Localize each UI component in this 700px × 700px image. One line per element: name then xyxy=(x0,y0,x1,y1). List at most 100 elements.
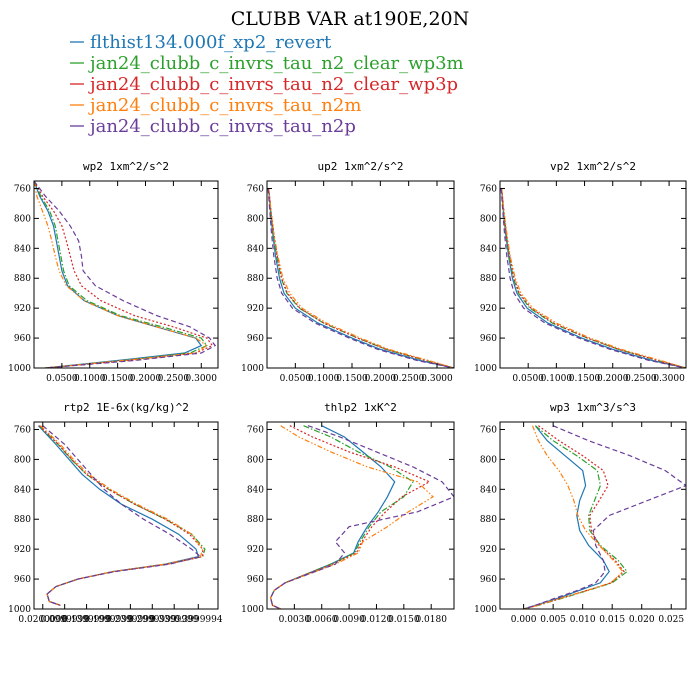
y-tick-label: 880 xyxy=(480,274,497,284)
x-tick-label: 0.3000 xyxy=(421,374,453,384)
legend-label: jan24_clubb_c_invrs_tau_n2_clear_wp3m xyxy=(88,53,464,74)
x-tick-label: 0.1500 xyxy=(569,374,601,384)
panel-title: vp2 1xm^2/s^2 xyxy=(550,160,636,173)
legend-label: jan24_clubb_c_invrs_tau_n2_clear_wp3p xyxy=(88,74,458,95)
y-tick-label: 880 xyxy=(247,515,264,525)
panel-3: vp2 1xm^2/s^2 760 800 840 880 920 960 1000 0.050… xyxy=(474,160,687,384)
x-tick-label: 0.0999999 xyxy=(40,615,89,625)
x-tick-label: 0.0500 xyxy=(46,374,78,384)
y-tick-label: 760 xyxy=(14,425,31,435)
legend-label: jan24_clubb_c_invrs_tau_n2p xyxy=(88,116,356,137)
y-tick-label: 800 xyxy=(480,214,497,224)
x-tick-label: 0.025 xyxy=(658,615,684,625)
series-line-jan24-clubb-c-invrs-tau-n2m xyxy=(269,425,434,609)
y-tick-label: 760 xyxy=(247,425,264,435)
legend-label: jan24_clubb_c_invrs_tau_n2m xyxy=(88,95,361,116)
panel-title: wp3 1xm^3/s^3 xyxy=(550,401,636,414)
x-tick-label: 0.015 xyxy=(599,615,625,625)
x-tick-label: 0.1500 xyxy=(102,374,134,384)
x-tick-label: 0.0500 xyxy=(512,374,544,384)
plot-frame xyxy=(266,421,455,610)
plot-frame xyxy=(499,180,687,369)
series-line-jan24-clubb-c-invrs-tau-n2m xyxy=(268,188,454,368)
y-tick-label: 960 xyxy=(247,334,264,344)
x-tick-label: 0.000 xyxy=(511,615,537,625)
x-tick-label: 0.1999999 xyxy=(84,615,133,625)
x-tick-label: 0.0120 xyxy=(361,615,393,625)
y-tick-label: 960 xyxy=(480,575,497,585)
panel-6: wp3 1xm^3/s^3 760 800 840 880 920 960 1000 0.000… xyxy=(474,401,687,625)
y-tick-label: 1000 xyxy=(241,364,264,374)
legend-item-jan24-clubb-c-invrs-tau-n2-clear-wp3p: jan24_clubb_c_invrs_tau_n2_clear_wp3p xyxy=(70,74,458,95)
x-tick-label: 0.2000 xyxy=(365,374,397,384)
x-tick-label: 0.1000 xyxy=(308,374,340,384)
series-line-flthist134-000f-xp2-revert xyxy=(34,181,203,368)
series-line-flthist134-000f-xp2-revert xyxy=(523,425,610,609)
panels: wp2 1xm^2/s^2 760 800 840 880 920 960 1000 0.050… xyxy=(8,160,687,625)
legend-item-jan24-clubb-c-invrs-tau-n2m: jan24_clubb_c_invrs_tau_n2m xyxy=(70,95,361,116)
panel-title: up2 1xm^2/s^2 xyxy=(317,160,403,173)
x-tick-label: 0.2999999 xyxy=(128,615,177,625)
panel-4: rtp2 1E-6x(kg/kg)^2 760 800 840 880 920 960 100… xyxy=(8,401,223,625)
y-tick-label: 800 xyxy=(480,455,497,465)
y-tick-label: 880 xyxy=(247,274,264,284)
series-line-jan24-clubb-c-invrs-tau-n2-clear-wp3p xyxy=(501,188,686,368)
x-tick-label: 0.0180 xyxy=(415,615,447,625)
series-line-jan24-clubb-c-invrs-tau-n2-clear-wp3m xyxy=(34,181,208,368)
x-tick-label: 0.2399999 xyxy=(106,615,155,625)
y-tick-label: 920 xyxy=(480,545,497,555)
x-tick-label: 0.2500 xyxy=(393,374,425,384)
y-tick-label: 800 xyxy=(247,214,264,224)
series-line-jan24-clubb-c-invrs-tau-n2-clear-wp3m xyxy=(269,425,414,609)
x-tick-label: 0.1000 xyxy=(74,374,106,384)
panel-5: thlp2 1xK^276080084088092096010000.00300… xyxy=(241,401,455,625)
legend-item-jan24-clubb-c-invrs-tau-n2p: jan24_clubb_c_invrs_tau_n2p xyxy=(70,116,356,137)
series-line-jan24-clubb-c-invrs-tau-n2-clear-wp3p xyxy=(269,425,431,609)
x-tick-label: 0.1000 xyxy=(541,374,573,384)
x-tick-label: 0.3399999 xyxy=(150,615,199,625)
series-line-jan24-clubb-c-invrs-tau-n2p xyxy=(269,425,454,609)
plot-frame xyxy=(499,421,687,610)
panel-title: rtp2 1E-6x(kg/kg)^2 xyxy=(63,401,189,414)
series-line-jan24-clubb-c-invrs-tau-n2m xyxy=(501,188,686,368)
y-tick-label: 840 xyxy=(14,244,31,254)
y-tick-label: 800 xyxy=(14,455,31,465)
y-tick-label: 960 xyxy=(14,334,31,344)
series-line-jan24-clubb-c-invrs-tau-n2m xyxy=(523,425,624,609)
series-line-jan24-clubb-c-invrs-tau-n2p xyxy=(34,181,217,368)
legend-label: flthist134.000f_xp2_revert xyxy=(90,32,332,53)
plot-frame xyxy=(33,421,219,610)
series-line-jan24-clubb-c-invrs-tau-n2m xyxy=(34,181,208,368)
series-line-jan24-clubb-c-invrs-tau-n2-clear-wp3m xyxy=(268,188,454,368)
y-tick-label: 840 xyxy=(14,485,31,495)
panel-title: thlp2 1xK^2 xyxy=(324,401,397,414)
x-tick-label: 0.2000 xyxy=(597,374,629,384)
y-tick-label: 760 xyxy=(14,184,31,194)
series-line-jan24-clubb-c-invrs-tau-n2-clear-wp3m xyxy=(38,425,206,606)
series-line-jan24-clubb-c-invrs-tau-n2p xyxy=(42,425,202,606)
series-line-jan24-clubb-c-invrs-tau-n2m xyxy=(40,425,204,606)
panel-2: up2 1xm^2/s^2 760 800 840 880 920 960 1000 0.050… xyxy=(241,160,455,384)
y-tick-label: 920 xyxy=(247,545,264,555)
plot-frame xyxy=(33,180,219,369)
x-tick-label: 0.3000 xyxy=(186,374,218,384)
y-tick-label: 840 xyxy=(480,244,497,254)
series-line-flthist134-000f-xp2-revert xyxy=(501,188,686,368)
x-tick-label: 0.0060 xyxy=(306,615,338,625)
series-line-jan24-clubb-c-invrs-tau-n2p xyxy=(523,425,686,609)
y-tick-label: 920 xyxy=(14,545,31,555)
y-tick-label: 800 xyxy=(247,455,264,465)
series-line-jan24-clubb-c-invrs-tau-n2p xyxy=(267,188,454,368)
y-tick-label: 880 xyxy=(480,515,497,525)
x-tick-label: 0.2500 xyxy=(158,374,190,384)
x-tick-label: 0.010 xyxy=(570,615,596,625)
y-tick-label: 1000 xyxy=(474,364,497,374)
y-tick-label: 760 xyxy=(247,184,264,194)
y-tick-label: 920 xyxy=(480,304,497,314)
legend-item-flthist134-000f-xp2-revert: flthist134.000f_xp2_revert xyxy=(70,32,332,53)
y-tick-label: 760 xyxy=(480,184,497,194)
x-tick-label: 0.2000 xyxy=(130,374,162,384)
x-tick-label: 0.1500 xyxy=(336,374,368,384)
series-line-jan24-clubb-c-invrs-tau-n2-clear-wp3p xyxy=(34,181,214,368)
